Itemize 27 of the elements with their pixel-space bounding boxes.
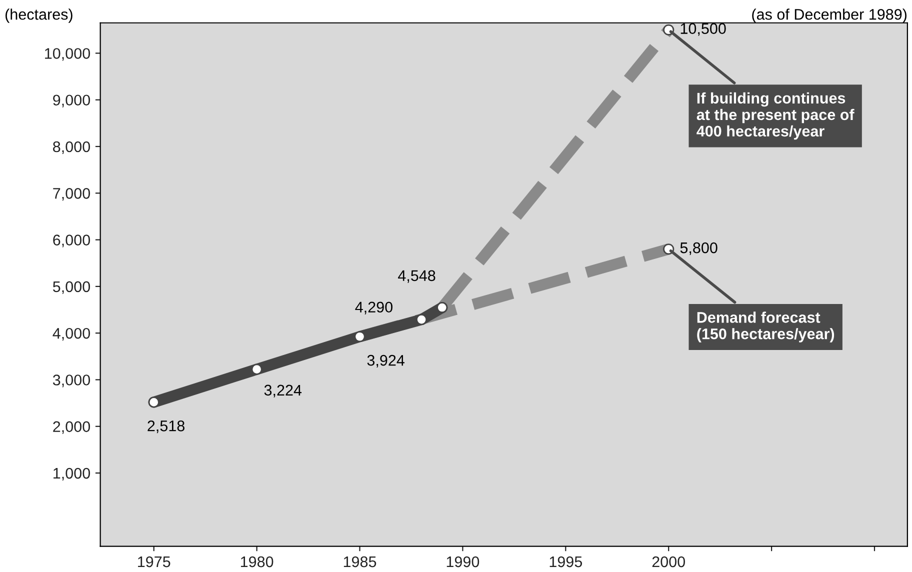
y-tick-label: 6,000 bbox=[53, 234, 90, 248]
data-label: 4,548 bbox=[398, 270, 436, 283]
x-tick-label: 2000 bbox=[652, 556, 685, 568]
x-tick-label: 1980 bbox=[240, 556, 274, 568]
x-tick-label: 1985 bbox=[344, 556, 376, 568]
data-label: 4,290 bbox=[355, 302, 392, 314]
y-tick-label: 2,000 bbox=[53, 421, 90, 434]
x-tick-label: 1975 bbox=[138, 556, 170, 568]
text: (as of December 1989) bbox=[752, 8, 907, 23]
annotation: Demand forecast (150 hectares/year) bbox=[697, 312, 834, 342]
x-tick-label: 1995 bbox=[550, 556, 582, 568]
annotation: If building continues at the present pace of 400 hectares/year bbox=[696, 92, 854, 140]
y-tick-label: 10,000 bbox=[45, 48, 90, 61]
y-tick-label: 4,000 bbox=[52, 328, 90, 341]
y-tick-label: 7,000 bbox=[53, 188, 90, 201]
data-label: 3,224 bbox=[264, 384, 302, 398]
y-tick-label: 3,000 bbox=[52, 374, 90, 388]
data-label: 5,800 bbox=[680, 242, 718, 256]
data-label: 3,924 bbox=[367, 354, 404, 368]
y-tick-label: 8,000 bbox=[53, 141, 90, 154]
y-tick-label: 5,000 bbox=[52, 281, 90, 294]
y-axis-title: (hectares) bbox=[6, 8, 72, 23]
x-tick-label: 1990 bbox=[446, 556, 480, 568]
data-label: 10,500 bbox=[680, 23, 726, 36]
y-tick-label: 9,000 bbox=[53, 94, 90, 108]
data-label: 2,518 bbox=[148, 420, 184, 434]
y-tick-label: 1,000 bbox=[54, 468, 90, 481]
